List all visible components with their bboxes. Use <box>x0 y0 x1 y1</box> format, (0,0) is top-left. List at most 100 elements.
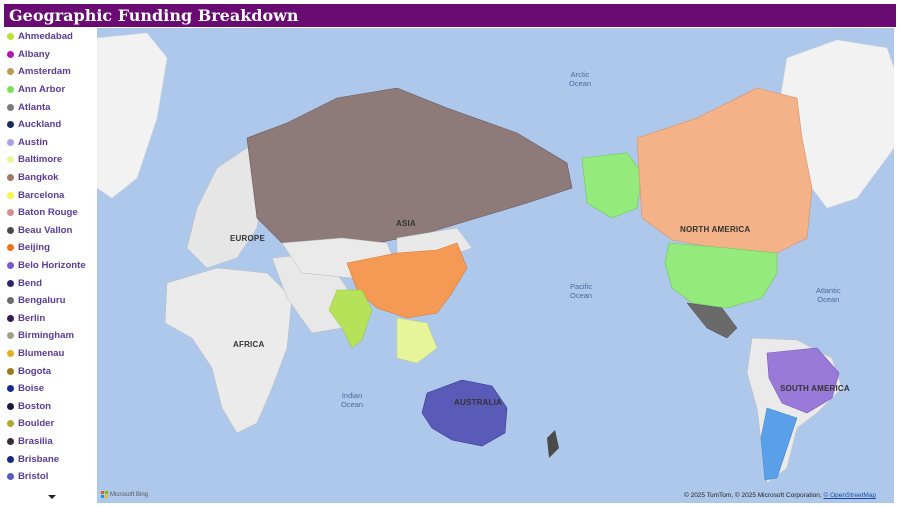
australia-region-label: AUSTRALIA <box>454 398 503 407</box>
argentina-shape <box>760 407 798 481</box>
legend-item-label: Albany <box>18 48 50 60</box>
microsoft-logo-icon <box>101 491 108 498</box>
legend-item-label: Bristol <box>18 471 49 483</box>
legend-item[interactable]: Boston <box>4 397 97 415</box>
legend-dot-icon <box>7 50 14 58</box>
africa-shape <box>164 267 293 434</box>
page-title: Geographic Funding Breakdown <box>4 4 896 27</box>
legend-dot-icon <box>7 156 14 164</box>
legend-dot-icon <box>7 279 14 287</box>
australia-shape <box>421 379 508 447</box>
india-shape <box>328 289 373 349</box>
legend-item-label: Belo Horizonte <box>18 260 86 272</box>
legend-item-label: Bangkok <box>18 172 59 184</box>
europe-shape <box>186 147 268 269</box>
legend-item-label: Bengaluru <box>18 295 66 307</box>
legend-item-label: Birmingham <box>18 330 74 342</box>
legend-item[interactable]: Auckland <box>4 116 97 134</box>
legend-item[interactable]: Brasilia <box>4 433 97 451</box>
legend-item[interactable]: Beijing <box>4 239 97 257</box>
legend-item-label: Baltimore <box>18 154 63 166</box>
usa-shape <box>664 242 778 309</box>
pacific-ocean-label: Pacific Ocean <box>570 282 593 300</box>
legend-list: Ahmedabad Albany Amsterdam Ann Arbor Atlanta… <box>4 28 97 485</box>
europe-region-label: EUROPE <box>230 234 265 243</box>
legend-item[interactable]: Bogota <box>4 362 97 380</box>
legend-item[interactable]: Blumenau <box>4 345 97 363</box>
legend-item-label: Brisbane <box>18 453 60 465</box>
legend-item[interactable]: Bengaluru <box>4 292 97 310</box>
legend-item[interactable]: Beau Vallon <box>4 222 97 240</box>
world-map[interactable] <box>97 28 894 503</box>
legend-dot-icon <box>7 437 14 445</box>
new-zealand-shape <box>547 430 559 458</box>
legend-dot-icon <box>7 103 14 111</box>
legend-dot-icon <box>7 68 14 76</box>
alaska-shape <box>581 152 643 219</box>
openstreetmap-link[interactable]: © OpenStreetMap <box>823 492 876 499</box>
legend-item[interactable]: Bend <box>4 274 97 292</box>
legend-item[interactable]: Austin <box>4 134 97 152</box>
legend-dot-icon <box>7 455 14 463</box>
legend-item-label: Baton Rouge <box>18 207 78 219</box>
legend-item[interactable]: Baton Rouge <box>4 204 97 222</box>
legend-item[interactable]: Birmingham <box>4 327 97 345</box>
north-america-region-label: NORTH AMERICA <box>680 225 751 234</box>
legend-scroll-down-icon[interactable] <box>48 495 56 499</box>
legend-dot-icon <box>7 209 14 217</box>
legend-dot-icon <box>7 244 14 252</box>
legend-item[interactable]: Brisbane <box>4 450 97 468</box>
legend-dot-icon <box>7 420 14 428</box>
legend-item-label: Berlin <box>18 312 46 324</box>
legend-item[interactable]: Albany <box>4 46 97 64</box>
bing-logo: Microsoft Bing <box>101 491 148 498</box>
south-america-region-label: SOUTH AMERICA <box>780 384 850 393</box>
legend-item[interactable]: Belo Horizonte <box>4 257 97 275</box>
legend-dot-icon <box>7 385 14 393</box>
legend-item[interactable]: Amsterdam <box>4 63 97 81</box>
legend-dot-icon <box>7 138 14 146</box>
asia-region-label: ASIA <box>396 219 416 228</box>
legend-item-label: Austin <box>18 136 48 148</box>
legend-dot-icon <box>7 332 14 340</box>
legend-item-label: Beau Vallon <box>18 224 73 236</box>
legend-panel: Ahmedabad Albany Amsterdam Ann Arbor Atlanta… <box>4 28 97 503</box>
atlantic-ocean-label: Atlantic Ocean <box>816 286 841 304</box>
legend-dot-icon <box>7 262 14 270</box>
legend-dot-icon <box>7 349 14 357</box>
legend-dot-icon <box>7 33 14 41</box>
legend-item-label: Auckland <box>18 119 62 131</box>
brazil-shape <box>766 347 840 414</box>
legend-item[interactable]: Boulder <box>4 415 97 433</box>
legend-dot-icon <box>7 367 14 375</box>
legend-item[interactable]: Atlanta <box>4 98 97 116</box>
legend-item-label: Barcelona <box>18 189 65 201</box>
africa-region-label: AFRICA <box>233 340 265 349</box>
legend-item[interactable]: Boise <box>4 380 97 398</box>
legend-item[interactable]: Bristol <box>4 468 97 486</box>
legend-item[interactable]: Berlin <box>4 310 97 328</box>
legend-dot-icon <box>7 121 14 129</box>
legend-item[interactable]: Baltimore <box>4 151 97 169</box>
copyright-text: © 2025 TomTom, © 2025 Microsoft Corporat… <box>683 492 822 499</box>
map-visual[interactable]: Arctic Ocean Pacific Ocean Atlantic Ocean I… <box>97 28 894 503</box>
greenland-west-shape <box>97 32 168 199</box>
legend-item-label: Brasilia <box>18 435 53 447</box>
arctic-ocean-label: Arctic Ocean <box>569 70 592 88</box>
legend-item-label: Boston <box>18 400 52 412</box>
legend-item[interactable]: Barcelona <box>4 186 97 204</box>
legend-item-label: Atlanta <box>18 101 51 113</box>
legend-item-label: Amsterdam <box>18 66 71 78</box>
legend-dot-icon <box>7 174 14 182</box>
legend-item[interactable]: Bangkok <box>4 169 97 187</box>
legend-item[interactable]: Ann Arbor <box>4 81 97 99</box>
mexico-shape <box>686 302 738 339</box>
indian-ocean-label: Indian Ocean <box>341 391 364 409</box>
legend-item-label: Beijing <box>18 242 50 254</box>
legend-dot-icon <box>7 473 14 481</box>
legend-dot-icon <box>7 86 14 94</box>
china-shape <box>346 242 468 319</box>
legend-dot-icon <box>7 314 14 322</box>
legend-item[interactable]: Ahmedabad <box>4 28 97 46</box>
legend-item-label: Boulder <box>18 418 55 430</box>
